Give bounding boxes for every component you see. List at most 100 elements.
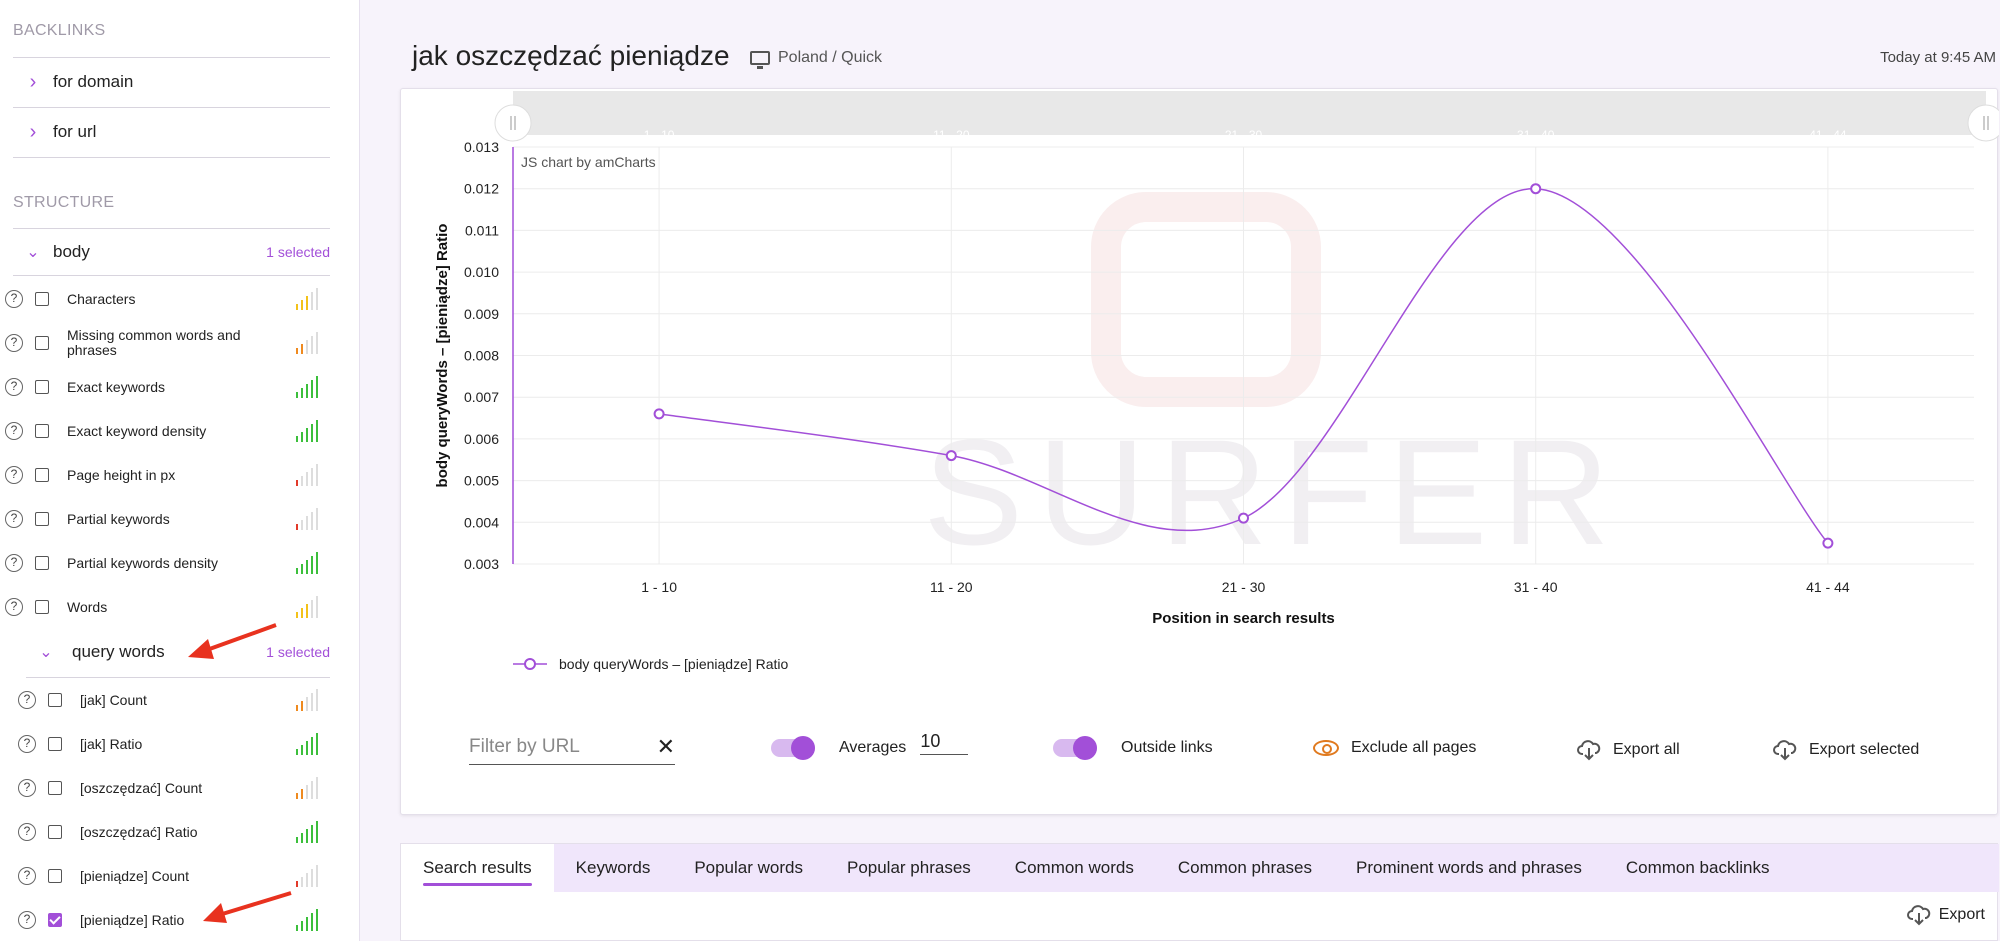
divider: [13, 157, 330, 158]
metric-checkbox[interactable]: [35, 292, 49, 306]
divider: [13, 107, 330, 108]
export-button[interactable]: Export: [1906, 904, 1985, 926]
group-body[interactable]: ⌄ body 1 selected: [13, 232, 330, 272]
cloud-download-icon: [1906, 905, 1930, 926]
y-tick-label: 0.003: [464, 556, 499, 572]
help-icon[interactable]: ?: [5, 290, 23, 308]
metric-checkbox[interactable]: [35, 380, 49, 394]
signal-bars-icon: [296, 420, 318, 442]
metric-item[interactable]: ? Missing common words and phrases: [0, 323, 318, 363]
signal-bars-icon: [296, 508, 318, 530]
help-icon[interactable]: ?: [18, 911, 36, 929]
metric-item[interactable]: ? Exact keywords: [0, 367, 318, 407]
averages-label: Averages: [839, 739, 907, 756]
data-point[interactable]: [1822, 537, 1834, 549]
signal-bars-icon: [296, 821, 318, 843]
exclude-all-pages-button[interactable]: Exclude all pages: [1313, 739, 1476, 757]
tab-popular-words[interactable]: Popular words: [694, 858, 803, 877]
data-point[interactable]: [653, 408, 665, 420]
selected-count: 1 selected: [266, 644, 330, 660]
help-icon[interactable]: ?: [18, 779, 36, 797]
tab-common-phrases[interactable]: Common phrases: [1177, 858, 1313, 877]
watermark: SURFER: [923, 408, 1624, 576]
line-chart[interactable]: SURFER 1 - 10 11 - 20 21 - 30 31 - 40 41 - 44…: [401, 89, 1999, 709]
metric-item[interactable]: ? Page height in px: [0, 455, 318, 495]
export-all-button[interactable]: Export all: [1577, 739, 1680, 761]
help-icon[interactable]: ?: [5, 598, 23, 616]
data-point[interactable]: [1530, 183, 1542, 195]
exclude-label: Exclude all pages: [1351, 739, 1477, 756]
metric-label: [pieniądze] Count: [80, 867, 189, 884]
y-tick-label: 0.006: [464, 431, 499, 447]
chevron-down-icon: ⌄: [39, 644, 53, 661]
clear-icon[interactable]: ✕: [656, 733, 675, 759]
signal-bars-icon: [296, 332, 318, 354]
metric-checkbox[interactable]: [35, 512, 49, 526]
help-icon[interactable]: ?: [5, 510, 23, 528]
metric-checkbox[interactable]: [48, 693, 62, 707]
export-selected-button[interactable]: Export selected: [1773, 739, 1919, 761]
metric-checkbox[interactable]: [35, 336, 49, 350]
filter-by-url-input[interactable]: Filter by URL ✕: [469, 729, 675, 765]
help-icon[interactable]: ?: [18, 735, 36, 753]
cloud-download-icon: [1773, 740, 1797, 761]
chevron-right-icon: ›: [29, 120, 37, 143]
metric-checkbox[interactable]: [35, 600, 49, 614]
metric-checkbox[interactable]: [35, 424, 49, 438]
nav-for-url[interactable]: › for url: [13, 108, 330, 156]
tab-prominent-words-and-phrases[interactable]: Prominent words and phrases: [1356, 858, 1582, 877]
help-icon[interactable]: ?: [18, 823, 36, 841]
scrollbar-tick: 31 - 40: [1517, 128, 1555, 142]
help-icon[interactable]: ?: [5, 466, 23, 484]
metric-item[interactable]: ? Words: [0, 587, 318, 627]
signal-bars-icon: [296, 909, 318, 931]
help-icon[interactable]: ?: [5, 378, 23, 396]
metric-checkbox[interactable]: [35, 468, 49, 482]
tab-common-words[interactable]: Common words: [1014, 858, 1134, 877]
metric-item[interactable]: ? [jak] Count: [13, 680, 318, 720]
metric-item[interactable]: ? Partial keywords: [0, 499, 318, 539]
metric-item[interactable]: ? [pieniądze] Count: [13, 856, 318, 896]
help-icon[interactable]: ?: [18, 867, 36, 885]
metric-checkbox[interactable]: [48, 825, 62, 839]
metric-item[interactable]: ? Partial keywords density: [0, 543, 318, 583]
metric-item[interactable]: ? [oszczędzać] Count: [13, 768, 318, 808]
metric-label: [jak] Ratio: [80, 735, 143, 752]
tab-popular-phrases[interactable]: Popular phrases: [846, 858, 971, 877]
nav-for-domain[interactable]: › for domain: [13, 58, 330, 106]
metric-checkbox[interactable]: [35, 556, 49, 570]
tab-keywords[interactable]: Keywords: [575, 858, 651, 877]
metric-checkbox[interactable]: [48, 737, 62, 751]
metric-item[interactable]: ? Characters: [0, 279, 318, 319]
tab-common-backlinks[interactable]: Common backlinks: [1625, 858, 1770, 877]
metric-checkbox[interactable]: [48, 869, 62, 883]
divider: [13, 228, 330, 229]
averages-input[interactable]: 10: [920, 731, 969, 755]
tab-search-results[interactable]: Search results: [401, 844, 554, 892]
help-icon[interactable]: ?: [5, 422, 23, 440]
metric-item[interactable]: ? Exact keyword density: [0, 411, 318, 451]
metric-label: Exact keywords: [67, 378, 166, 395]
help-icon[interactable]: ?: [5, 334, 23, 352]
selected-count: 1 selected: [266, 244, 330, 260]
series-line: [658, 187, 1829, 544]
annotation-arrow: [188, 623, 277, 659]
group-query-words[interactable]: ⌄ query words 1 selected: [26, 632, 330, 672]
outside-links-toggle[interactable]: [1053, 736, 1097, 760]
data-point[interactable]: [1238, 512, 1249, 524]
averages-control: Averages 10: [771, 731, 969, 760]
x-tick-label: 1 - 10: [641, 579, 677, 595]
help-icon[interactable]: ?: [18, 691, 36, 709]
metric-checkbox[interactable]: [48, 913, 62, 927]
timestamp: Today at 9:45 AM: [1880, 49, 1996, 66]
metric-item[interactable]: ? [oszczędzać] Ratio: [13, 812, 318, 852]
averages-toggle[interactable]: [771, 736, 815, 760]
results-panel: Search results Keywords Popular words Popul…: [400, 843, 1999, 941]
data-point[interactable]: [945, 450, 957, 462]
metric-checkbox[interactable]: [48, 781, 62, 795]
signal-bars-icon: [296, 376, 318, 398]
help-icon[interactable]: ?: [5, 554, 23, 572]
divider: [13, 275, 330, 276]
metric-item[interactable]: ? [pieniądze] Ratio: [13, 900, 318, 940]
metric-item[interactable]: ? [jak] Ratio: [13, 724, 318, 764]
